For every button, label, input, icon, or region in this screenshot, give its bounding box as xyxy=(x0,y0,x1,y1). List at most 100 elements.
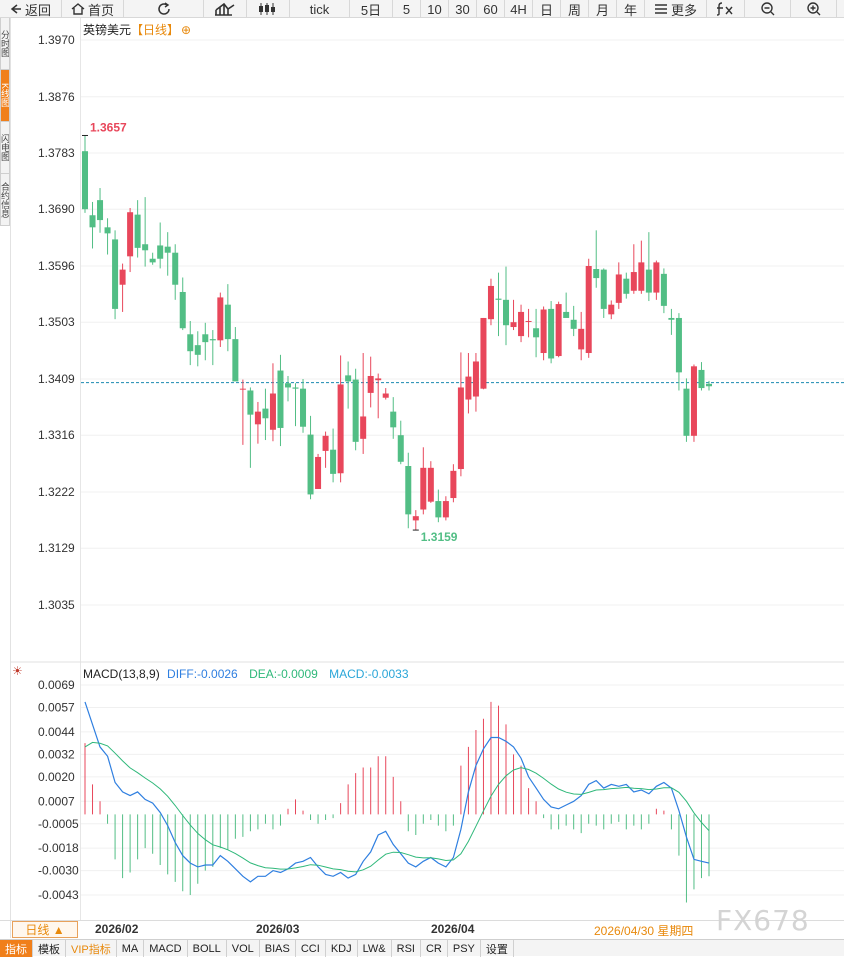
candle-body xyxy=(149,258,156,263)
candle-body xyxy=(104,227,111,234)
macd-legend: MACD(13,8,9) DIFF:-0.0026 DEA:-0.0009 MA… xyxy=(83,667,409,681)
tab-boll[interactable]: BOLL xyxy=(188,940,227,957)
chart-type-button[interactable] xyxy=(204,0,247,18)
macd-macd-value: MACD:-0.0033 xyxy=(329,667,409,681)
menu-icon xyxy=(654,4,667,14)
macd-tick-label: -0.0018 xyxy=(38,841,79,855)
period-day[interactable]: 日 xyxy=(533,0,561,18)
settings-icon[interactable]: ☀ xyxy=(12,664,23,678)
period-tick[interactable]: tick xyxy=(290,0,350,18)
indicator-tabs: 指标 模板 VIP指标 MA MACD BOLL VOL BIAS CCI KD… xyxy=(0,939,844,957)
candle-body xyxy=(179,291,186,329)
candle-body xyxy=(645,269,652,293)
candle-body xyxy=(322,435,329,451)
candle-body xyxy=(209,339,216,341)
candle-body xyxy=(194,345,201,355)
tab-rsi[interactable]: RSI xyxy=(392,940,421,957)
candle-body xyxy=(487,285,494,320)
period-30min[interactable]: 30 xyxy=(449,0,477,18)
candle-body xyxy=(630,272,637,291)
price-tick-label: 1.3970 xyxy=(38,33,75,47)
sidebar-item-timeshare[interactable]: 分时图 xyxy=(0,18,10,70)
candlestick-button[interactable] xyxy=(247,0,290,18)
home-button[interactable]: 首页 xyxy=(62,0,124,18)
tab-lw[interactable]: LW& xyxy=(358,940,392,957)
tab-psy[interactable]: PSY xyxy=(448,940,481,957)
candle-body xyxy=(472,361,479,397)
sidebar-item-flash[interactable]: 闪电图 xyxy=(0,122,10,174)
candle-body xyxy=(202,334,209,343)
period-5day[interactable]: 5日 xyxy=(350,0,393,18)
tab-bias[interactable]: BIAS xyxy=(260,940,296,957)
candle-body xyxy=(254,411,261,425)
zoom-in-button[interactable] xyxy=(791,0,837,18)
period-year[interactable]: 年 xyxy=(617,0,645,18)
tab-cr[interactable]: CR xyxy=(421,940,448,957)
macd-tick-label: -0.0005 xyxy=(38,817,79,831)
tab-vol[interactable]: VOL xyxy=(227,940,260,957)
period-month[interactable]: 月 xyxy=(589,0,617,18)
candle-body xyxy=(578,328,585,350)
zoom-out-button[interactable] xyxy=(745,0,791,18)
candle-body xyxy=(427,467,434,502)
tab-cci[interactable]: CCI xyxy=(296,940,326,957)
candle-body xyxy=(127,212,134,257)
tab-ma[interactable]: MA xyxy=(117,940,145,957)
home-icon xyxy=(71,3,85,15)
candle-body xyxy=(405,466,412,515)
period-selector-button[interactable]: 日线 ▲ xyxy=(12,921,78,938)
price-tick-label: 1.3596 xyxy=(38,259,75,273)
tab-macd[interactable]: MACD xyxy=(144,940,188,957)
candle-body xyxy=(81,151,89,210)
price-tick-label: 1.3316 xyxy=(38,428,75,442)
price-tick-label: 1.3222 xyxy=(38,485,75,499)
period-4h[interactable]: 4H xyxy=(505,0,533,18)
tab-settings[interactable]: 设置 xyxy=(481,940,514,957)
sidebar-item-kline[interactable]: K线图 xyxy=(0,70,10,122)
candle-body xyxy=(683,388,690,436)
candle-body xyxy=(503,299,510,326)
crosshair-date: 2026/04/30 星期四 xyxy=(594,924,694,938)
price-tick-label: 1.3876 xyxy=(38,90,75,104)
left-border xyxy=(10,18,11,938)
candle-body xyxy=(435,501,442,518)
period-60min[interactable]: 60 xyxy=(477,0,505,18)
tab-kdj[interactable]: KDJ xyxy=(326,940,358,957)
macd-tick-label: 0.0020 xyxy=(38,770,75,784)
candle-body xyxy=(262,408,269,419)
date-tick: 2026/03 xyxy=(256,922,300,936)
macd-tick-label: 0.0032 xyxy=(38,747,75,761)
candle-body xyxy=(457,387,464,470)
period-5min[interactable]: 5 xyxy=(393,0,421,18)
candle-body xyxy=(307,434,314,495)
price-tick-label: 1.3690 xyxy=(38,202,75,216)
candle-body xyxy=(615,274,622,303)
chart-title: 英镑美元【日线】 ⊕ xyxy=(83,21,191,38)
candle-body xyxy=(89,215,96,228)
formula-button[interactable] xyxy=(707,0,745,18)
candle-body xyxy=(660,273,667,306)
candle-body xyxy=(375,378,382,381)
refresh-button[interactable] xyxy=(124,0,204,18)
tab-vip[interactable]: VIP指标 xyxy=(66,940,117,957)
candle-body xyxy=(134,214,141,248)
macd-tick-label: 0.0057 xyxy=(38,701,75,715)
more-button[interactable]: 更多 xyxy=(645,0,707,18)
tab-templates[interactable]: 模板 xyxy=(33,940,66,957)
macd-name: MACD(13,8,9) xyxy=(83,667,160,681)
back-button[interactable]: 返回 xyxy=(0,0,62,18)
candle-body xyxy=(269,393,276,430)
candle-body xyxy=(345,375,352,382)
period-10min[interactable]: 10 xyxy=(421,0,449,18)
candle-body xyxy=(668,317,675,320)
candle-body xyxy=(157,245,164,259)
sidebar-item-contract[interactable]: 合约信息 xyxy=(0,174,10,226)
candle-body xyxy=(382,393,389,398)
tab-indicators[interactable]: 指标 xyxy=(0,940,33,957)
zoom-in-icon xyxy=(806,2,820,16)
low-label: 1.3159 xyxy=(421,530,458,544)
add-compare-icon[interactable]: ⊕ xyxy=(181,23,192,37)
period-week[interactable]: 周 xyxy=(561,0,589,18)
price-tick-label: 1.3783 xyxy=(38,146,75,160)
